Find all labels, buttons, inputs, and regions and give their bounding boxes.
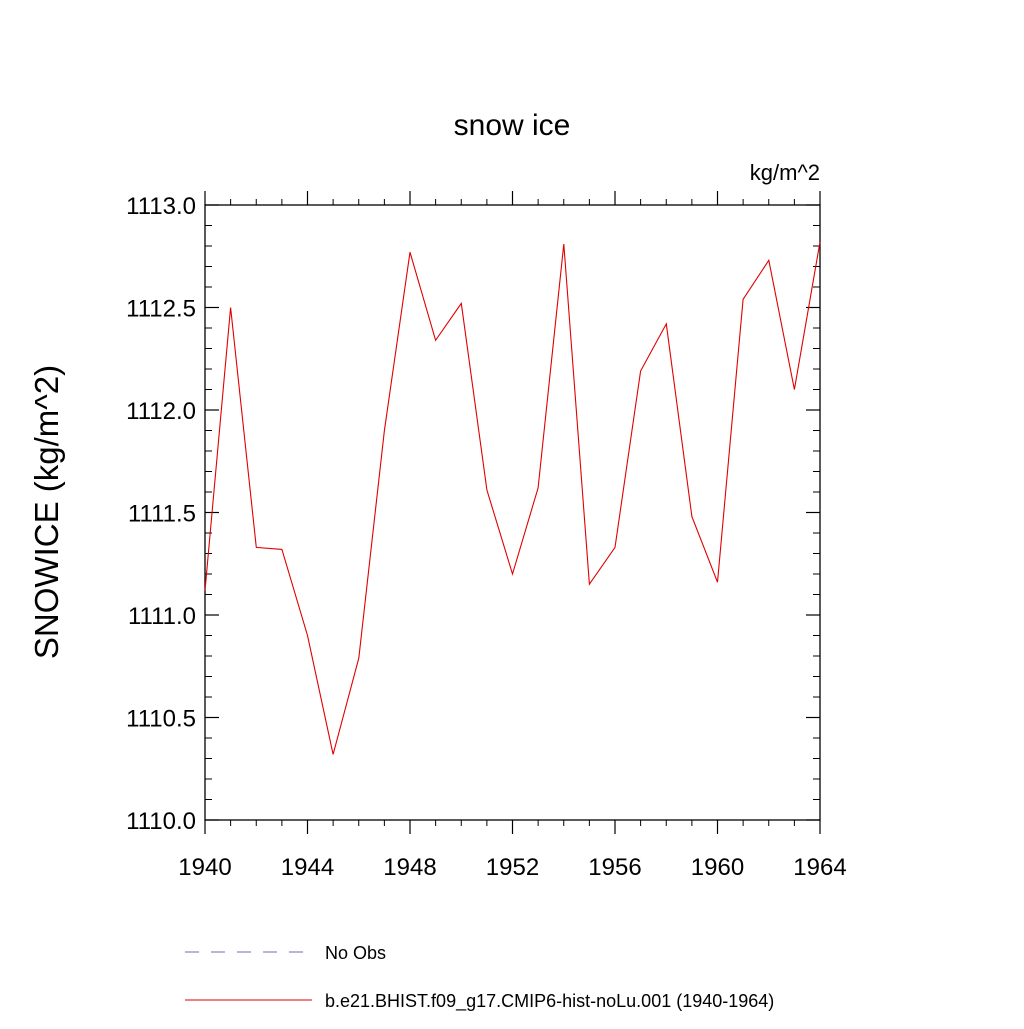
y-tick-label: 1110.5 [126,706,196,733]
x-tick-labels: 1940 1944 1948 1952 1956 1960 1964 [178,854,846,881]
major-ticks [204,191,821,834]
y-tick-labels: 1110.0 1110.5 1111.0 1111.5 1112.0 1112.5 1113… [126,193,196,835]
y-tick-label: 1113.0 [126,193,196,220]
series-line [204,241,821,755]
y-axis-label: SNOWICE (kg/m^2) [28,365,65,659]
legend-label: No Obs [325,943,386,963]
y-tick-label: 1111.0 [128,603,196,630]
legend-label: b.e21.BHIST.f09_g17.CMIP6-hist-noLu.001 … [325,991,774,1012]
y-tick-label: 1110.0 [126,808,196,835]
minor-ticks [205,199,820,826]
x-tick-label: 1956 [588,854,641,881]
x-tick-label: 1940 [178,854,231,881]
units-label: kg/m^2 [750,160,820,185]
y-tick-label: 1111.5 [128,501,196,528]
chart-title: snow ice [454,109,571,142]
y-tick-label: 1112.5 [126,296,196,323]
series-layer [204,241,821,755]
y-tick-label: 1112.0 [126,398,196,425]
x-tick-label: 1964 [793,854,846,881]
x-tick-label: 1952 [486,854,539,881]
x-tick-label: 1948 [383,854,436,881]
legend: No Obs b.e21.BHIST.f09_g17.CMIP6-hist-noL… [185,943,774,1012]
x-tick-label: 1944 [281,854,334,881]
plot-frame [204,204,821,821]
x-tick-label: 1960 [691,854,744,881]
